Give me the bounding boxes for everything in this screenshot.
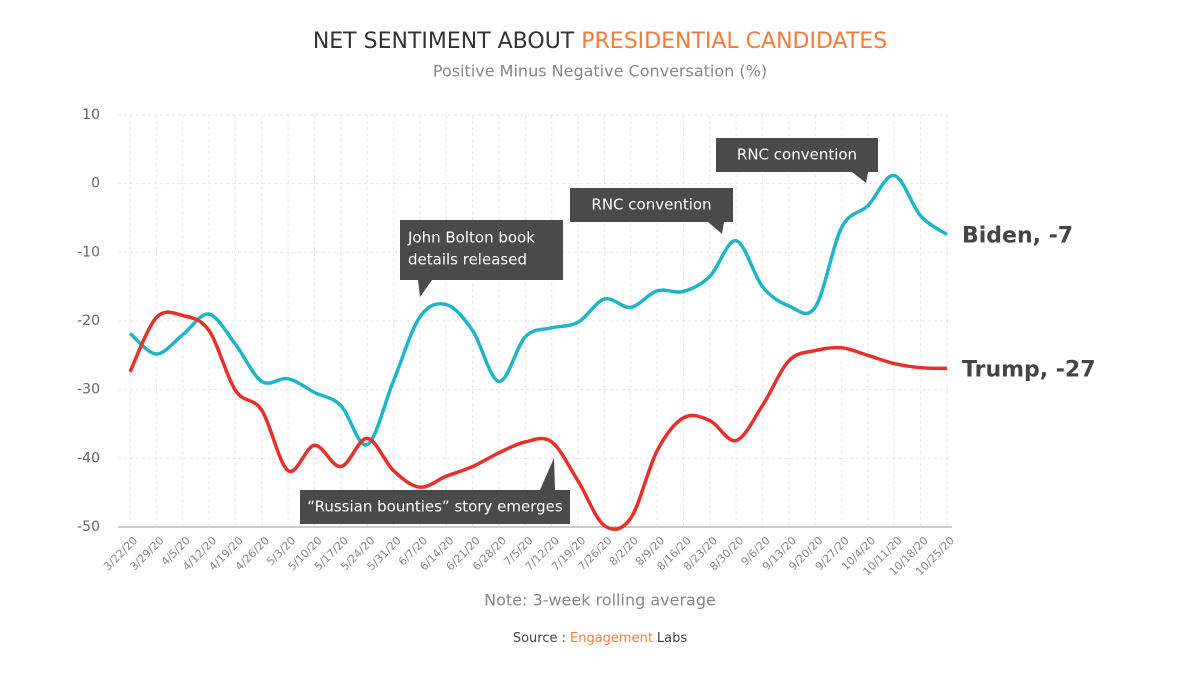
callout-text: John Bolton book: [407, 229, 535, 247]
source-part: Source :: [513, 631, 566, 646]
callout-box: [400, 220, 563, 280]
y-tick-label: 0: [91, 176, 100, 192]
title-part: NET SENTIMENT ABOUT: [313, 29, 575, 54]
callout-text: “Russian bounties” story emerges: [307, 498, 563, 516]
y-tick-label: 10: [82, 107, 100, 123]
y-tick-label: -30: [77, 382, 100, 398]
callout-arrow: [540, 458, 555, 490]
series-label: Trump, -27: [962, 357, 1096, 382]
callout-text: RNC convention: [737, 146, 857, 164]
source-part: Engagement: [570, 631, 653, 646]
subtitle: Positive Minus Negative Conversation (%): [433, 62, 767, 81]
series-line: [128, 310, 948, 531]
chart-title: NET SENTIMENT ABOUT PRESIDENTIAL CANDIDAT…: [313, 29, 887, 54]
note: Note: 3-week rolling average: [484, 591, 716, 610]
y-tick-label: -40: [77, 450, 100, 466]
y-tick-label: -10: [77, 244, 100, 260]
callout-box: [716, 138, 878, 172]
callout-text: RNC convention: [591, 196, 711, 214]
callout-box: [570, 188, 733, 222]
callout-arrow: [852, 172, 868, 183]
title-part: PRESIDENTIAL CANDIDATES: [581, 29, 887, 54]
y-tick-label: -20: [77, 313, 100, 329]
source-part: Labs: [657, 631, 687, 646]
series-line: [128, 173, 949, 447]
callout-arrow: [708, 222, 724, 234]
source: Source : Engagement Labs: [513, 631, 688, 646]
callout-text: details released: [408, 251, 527, 269]
callout-box: [300, 490, 570, 524]
callout-arrow: [418, 280, 432, 297]
y-tick-label: -50: [77, 519, 100, 535]
series-label: Biden, -7: [962, 223, 1073, 248]
